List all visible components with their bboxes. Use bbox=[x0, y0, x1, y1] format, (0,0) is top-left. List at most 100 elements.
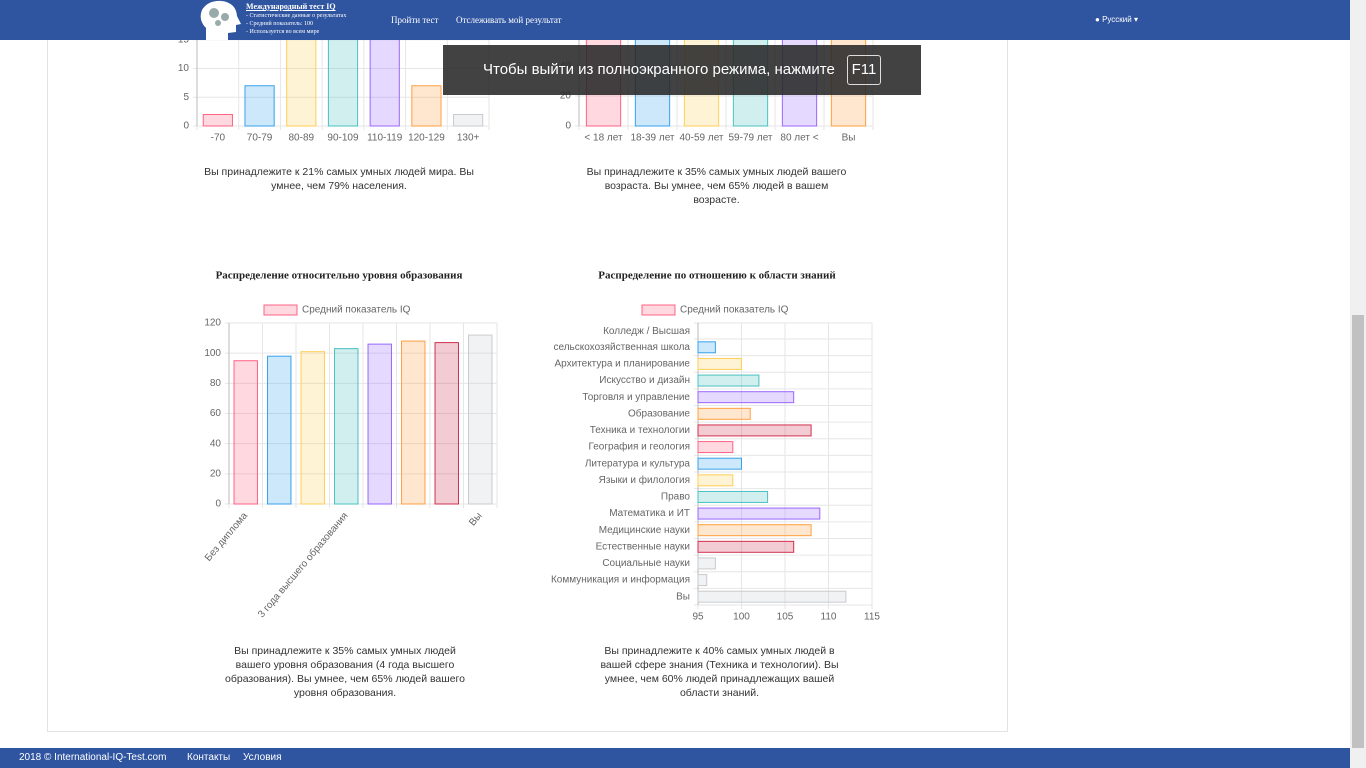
content-card bbox=[47, 0, 1008, 732]
x-tick-label: 18-39 лет bbox=[631, 133, 675, 144]
x-tick-label: 80-89 bbox=[288, 133, 314, 144]
y-tick-label: 0 bbox=[565, 121, 571, 132]
bar bbox=[468, 334, 493, 505]
scrollbar-thumb[interactable] bbox=[1352, 315, 1364, 748]
y-tick-label: География и геология bbox=[589, 441, 691, 453]
y-tick-label: Вы bbox=[676, 591, 690, 602]
y-tick-label: Математика и ИТ bbox=[609, 508, 690, 519]
x-tick-label: 59-79 лет bbox=[729, 133, 773, 144]
nav-link[interactable]: Пройти тест bbox=[391, 15, 439, 25]
fullscreen-notice: Чтобы выйти из полноэкранного режима, на… bbox=[443, 45, 921, 95]
y-tick-label: 0 bbox=[183, 121, 189, 132]
y-tick-label: 0 bbox=[215, 499, 221, 510]
x-tick-label: 95 bbox=[692, 612, 704, 623]
y-tick-label: 100 bbox=[204, 348, 221, 359]
logo-icon bbox=[200, 0, 241, 40]
bar bbox=[697, 391, 795, 404]
y-tick-label: 60 bbox=[210, 408, 222, 419]
chart-title: Распределение относительно уровня образо… bbox=[216, 270, 463, 282]
bar bbox=[367, 343, 392, 505]
bar bbox=[697, 424, 812, 437]
y-tick-label: 120 bbox=[204, 318, 221, 329]
y-tick-label: 20 bbox=[210, 468, 222, 479]
legend-label: Средний показатель IQ bbox=[302, 305, 411, 316]
y-tick-label: 10 bbox=[178, 63, 190, 74]
x-tick-label: 120-129 bbox=[408, 133, 445, 144]
language[interactable]: Русский bbox=[1102, 15, 1132, 24]
y-tick-label: Искусство и дизайн bbox=[599, 375, 690, 386]
bar bbox=[697, 574, 708, 587]
x-tick-label: 110-119 bbox=[367, 133, 403, 144]
bar bbox=[453, 114, 484, 127]
y-tick-label: Естественные науки bbox=[596, 541, 690, 552]
y-tick-label: Архитектура и планирование bbox=[554, 359, 690, 370]
y-tick-label: 80 bbox=[210, 378, 222, 389]
bar bbox=[697, 557, 716, 570]
chart-title: Распределение по отношению к области зна… bbox=[598, 270, 836, 282]
y-tick-label: 20 bbox=[560, 91, 572, 102]
logo-title[interactable]: Международный тест IQ bbox=[246, 2, 336, 11]
bar bbox=[697, 441, 734, 454]
logo-line: - Средний показатель: 100 bbox=[246, 21, 314, 27]
footer: 2018 © International-IQ-Test.com Контакт… bbox=[0, 748, 1350, 768]
x-tick-label: 105 bbox=[777, 612, 794, 623]
bar bbox=[697, 590, 847, 603]
language-select[interactable]: ● Русский ▾ bbox=[1095, 15, 1138, 24]
y-tick-label: Техника и технологии bbox=[590, 425, 690, 436]
y-tick-label: Колледж / Высшая bbox=[603, 326, 690, 337]
x-tick-label: 130+ bbox=[457, 133, 480, 144]
footer-link[interactable]: Контакты bbox=[187, 752, 231, 763]
bar bbox=[334, 348, 359, 505]
x-tick-label: < 18 лет bbox=[584, 133, 623, 144]
bar bbox=[697, 540, 795, 553]
bar bbox=[697, 341, 716, 354]
copyright: 2018 © International-IQ-Test.com bbox=[19, 752, 167, 763]
x-tick-label: 80 лет < bbox=[780, 133, 818, 144]
y-tick-label: Медицинские науки bbox=[599, 525, 690, 536]
y-tick-label: Литература и культура bbox=[585, 458, 691, 469]
y-tick-label: 5 bbox=[183, 92, 189, 103]
y-tick-label: Социальные науки bbox=[602, 558, 690, 569]
x-tick-label: 3 года высшего образования bbox=[255, 510, 350, 620]
bar bbox=[202, 114, 233, 127]
logo-line: - Используется во всем мире bbox=[246, 29, 320, 35]
footer-link[interactable]: Условия bbox=[243, 752, 282, 763]
bar bbox=[233, 360, 258, 505]
x-tick-label: 40-59 лет bbox=[680, 133, 724, 144]
y-tick-label: Языки и филология bbox=[599, 474, 690, 486]
legend-label: Средний показатель IQ bbox=[680, 305, 789, 316]
bar bbox=[286, 33, 317, 127]
x-tick-label: Без диплома bbox=[203, 510, 250, 563]
bar bbox=[244, 85, 275, 127]
header: Международный тест IQ - Статистические д… bbox=[0, 0, 1350, 40]
y-tick-label: Коммуникация и информация bbox=[551, 574, 690, 586]
x-tick-label: Вы bbox=[842, 133, 856, 144]
y-tick-label: Право bbox=[661, 492, 691, 503]
legend-swatch bbox=[263, 304, 298, 316]
x-tick-label: 90-109 bbox=[327, 133, 359, 144]
nav-link[interactable]: Отслеживать мой результат bbox=[456, 15, 562, 25]
y-tick-label: Торговля и управление bbox=[582, 392, 690, 403]
bar bbox=[697, 407, 751, 420]
bar bbox=[697, 507, 821, 520]
caption: Вы принадлежите к 40% самых умных людей … bbox=[600, 645, 839, 699]
caption: Вы принадлежите к 21% самых умных людей … bbox=[204, 166, 474, 192]
notice-text: Чтобы выйти из полноэкранного режима, на… bbox=[483, 61, 835, 78]
bar bbox=[434, 342, 459, 505]
bar bbox=[697, 374, 760, 387]
notice-key: F11 bbox=[847, 55, 881, 85]
bar bbox=[697, 457, 742, 470]
x-tick-label: 110 bbox=[821, 612, 837, 623]
bar bbox=[401, 340, 426, 505]
x-tick-label: 115 bbox=[864, 612, 880, 623]
legend-swatch bbox=[641, 304, 676, 316]
y-tick-label: 40 bbox=[210, 438, 222, 449]
bar bbox=[300, 351, 325, 505]
logo-line: - Статистические данные о результатах bbox=[246, 13, 347, 19]
bar bbox=[267, 355, 292, 505]
bar bbox=[369, 33, 400, 127]
y-tick-label: Образование bbox=[628, 407, 690, 419]
x-tick-label: Вы bbox=[467, 511, 484, 529]
bar bbox=[697, 524, 812, 537]
